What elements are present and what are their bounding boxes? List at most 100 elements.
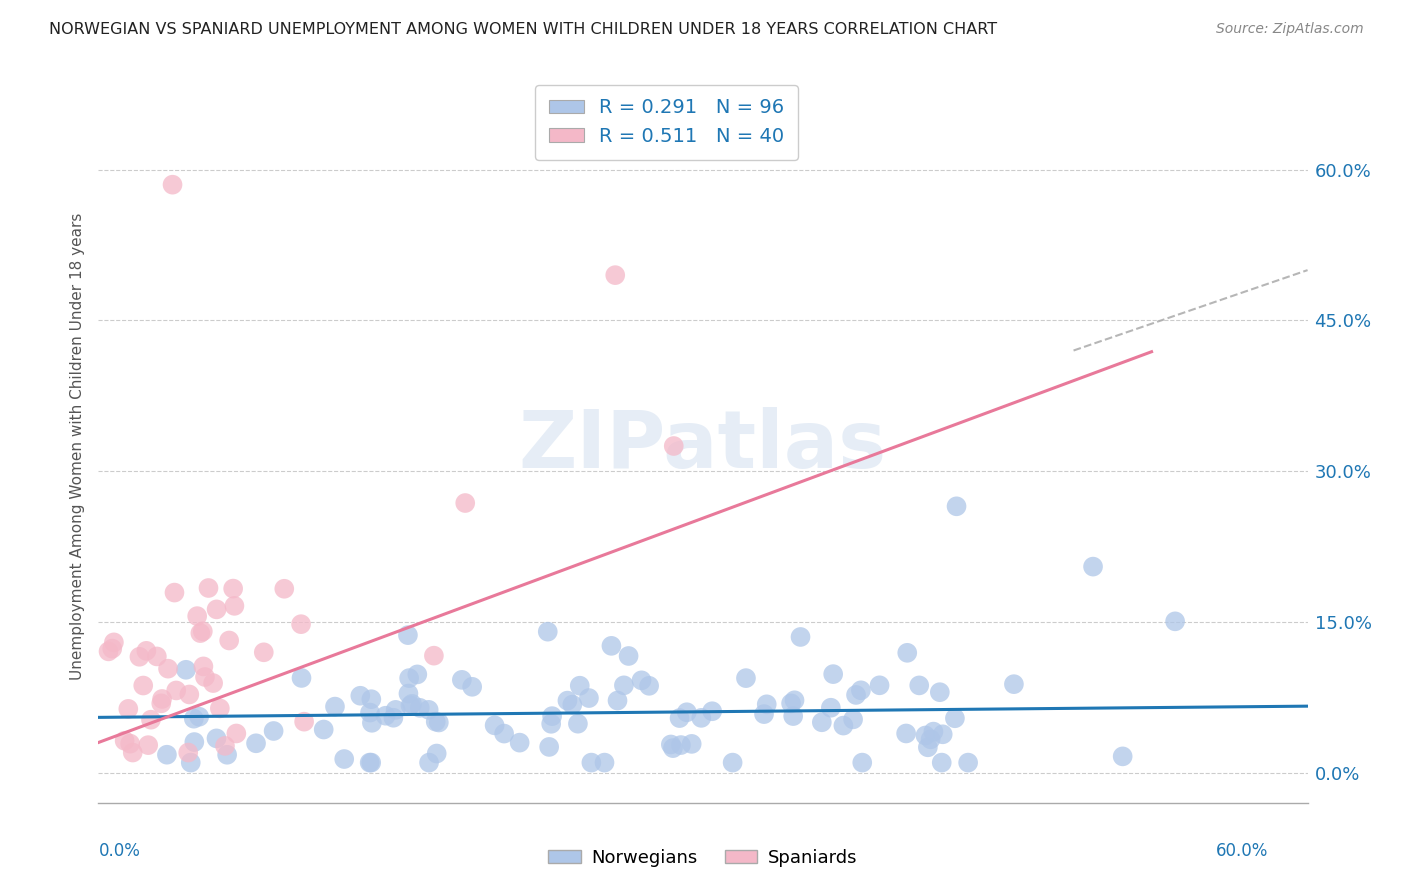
Point xyxy=(179,688,201,702)
Point xyxy=(669,738,692,752)
Point xyxy=(120,737,142,751)
Point xyxy=(426,747,449,761)
Point xyxy=(561,698,583,712)
Point xyxy=(849,683,872,698)
Text: Source: ZipAtlas.com: Source: ZipAtlas.com xyxy=(1216,22,1364,37)
Point xyxy=(114,733,136,747)
Point xyxy=(789,630,811,644)
Point xyxy=(97,644,120,658)
Point xyxy=(136,738,159,752)
Point xyxy=(418,703,440,717)
Point xyxy=(361,715,384,730)
Point xyxy=(214,739,236,753)
Point xyxy=(630,673,652,688)
Point xyxy=(150,692,173,706)
Point xyxy=(832,718,855,732)
Point xyxy=(382,711,405,725)
Point xyxy=(567,716,589,731)
Point xyxy=(349,689,371,703)
Point xyxy=(842,712,865,726)
Point xyxy=(165,683,187,698)
Point xyxy=(1081,559,1104,574)
Point xyxy=(908,678,931,692)
Point xyxy=(177,746,200,760)
Point xyxy=(208,701,231,715)
Point xyxy=(823,667,845,681)
Point xyxy=(1111,749,1133,764)
Point xyxy=(894,726,917,740)
Point xyxy=(484,718,506,732)
Point xyxy=(943,711,966,725)
Point xyxy=(1164,615,1187,629)
Point xyxy=(869,678,891,692)
Point xyxy=(188,626,211,640)
Point xyxy=(540,716,562,731)
Point xyxy=(253,645,276,659)
Point xyxy=(782,709,804,723)
Point xyxy=(225,726,247,740)
Point xyxy=(668,711,690,725)
Point xyxy=(150,697,173,711)
Point xyxy=(896,646,918,660)
Point xyxy=(139,713,162,727)
Point xyxy=(613,678,636,692)
Point xyxy=(917,740,939,755)
Point xyxy=(675,705,697,719)
Point xyxy=(396,687,419,701)
Point xyxy=(205,731,228,746)
Point xyxy=(617,648,640,663)
Point xyxy=(931,756,953,770)
Point xyxy=(359,706,381,720)
Point xyxy=(359,756,381,770)
Point xyxy=(222,582,245,596)
Point xyxy=(103,635,125,649)
Point xyxy=(945,500,967,514)
Point xyxy=(425,714,447,729)
Point xyxy=(191,624,214,639)
Point xyxy=(605,268,627,282)
Point xyxy=(217,747,239,762)
Point xyxy=(290,671,312,685)
Point xyxy=(494,726,516,740)
Point xyxy=(454,496,477,510)
Point xyxy=(920,732,942,747)
Point xyxy=(323,699,346,714)
Point xyxy=(194,670,217,684)
Text: NORWEGIAN VS SPANIARD UNEMPLOYMENT AMONG WOMEN WITH CHILDREN UNDER 18 YEARS CORR: NORWEGIAN VS SPANIARD UNEMPLOYMENT AMONG… xyxy=(49,22,997,37)
Point xyxy=(360,756,382,770)
Point xyxy=(811,715,834,730)
Point xyxy=(957,756,980,770)
Point xyxy=(820,700,842,714)
Point xyxy=(406,667,429,681)
Point xyxy=(162,178,184,192)
Text: 60.0%: 60.0% xyxy=(1216,842,1268,860)
Point xyxy=(202,676,225,690)
Point xyxy=(851,756,873,770)
Point xyxy=(638,679,661,693)
Point xyxy=(245,736,267,750)
Point xyxy=(132,679,155,693)
Point xyxy=(581,756,603,770)
Point xyxy=(121,746,143,760)
Point xyxy=(752,707,775,722)
Point xyxy=(721,756,744,770)
Point xyxy=(780,697,803,711)
Point xyxy=(845,688,868,702)
Point xyxy=(186,609,208,624)
Point xyxy=(409,701,432,715)
Point xyxy=(690,711,713,725)
Point xyxy=(188,710,211,724)
Point xyxy=(157,662,180,676)
Point xyxy=(183,712,205,726)
Point xyxy=(156,747,179,762)
Point xyxy=(461,680,484,694)
Point xyxy=(681,737,703,751)
Point xyxy=(146,649,169,664)
Point xyxy=(205,602,228,616)
Point xyxy=(537,624,560,639)
Point xyxy=(101,641,124,656)
Y-axis label: Unemployment Among Women with Children Under 18 years: Unemployment Among Women with Children U… xyxy=(69,212,84,680)
Point xyxy=(541,709,564,723)
Point xyxy=(538,739,561,754)
Point xyxy=(135,644,157,658)
